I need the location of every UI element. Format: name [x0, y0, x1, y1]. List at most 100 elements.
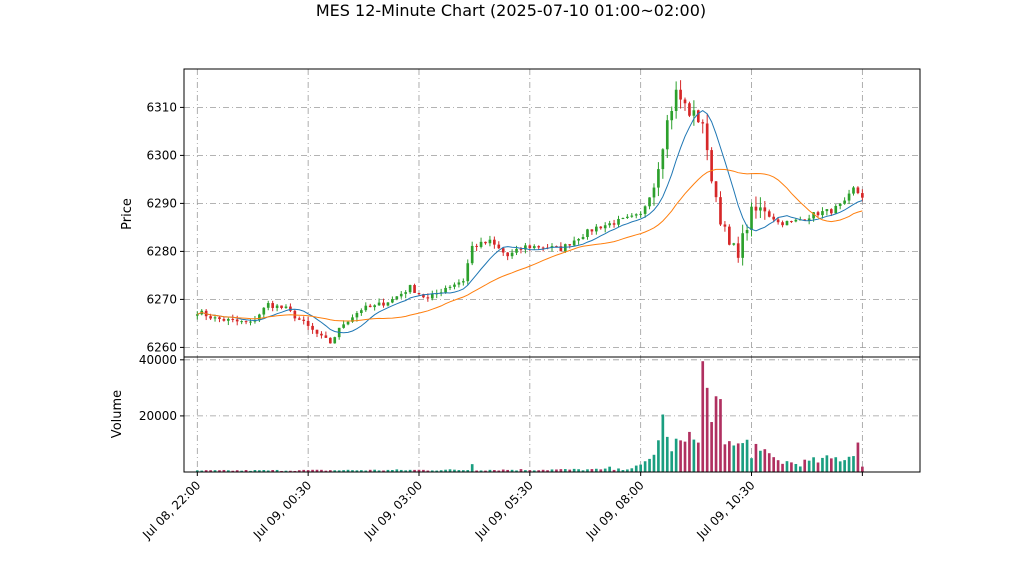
- candle-body: [781, 222, 784, 226]
- volume-bar: [621, 470, 625, 472]
- candle-body: [728, 226, 731, 245]
- candle-body: [524, 245, 527, 250]
- volume-bar: [488, 469, 492, 472]
- volume-bar: [825, 455, 829, 472]
- volume-bar: [563, 469, 567, 472]
- candle-body: [501, 248, 505, 253]
- candle-body: [688, 103, 691, 116]
- candle-body: [701, 122, 705, 124]
- volume-bar: [750, 458, 753, 472]
- volume-bar: [360, 470, 363, 472]
- candle-body: [648, 197, 651, 207]
- price-tick-label: 6290: [146, 196, 177, 210]
- candle-body: [821, 211, 824, 216]
- volume-tick-label: 40000: [139, 353, 177, 367]
- volume-bar: [315, 469, 319, 472]
- volume-bar: [497, 470, 501, 472]
- candle-body: [311, 325, 314, 330]
- volume-bar: [568, 469, 572, 472]
- volume-bar: [821, 457, 824, 472]
- volume-bar: [555, 469, 558, 472]
- volume-bar: [195, 470, 199, 472]
- candle-body: [315, 329, 319, 334]
- price-y-axis: 6260 6270 6280 6290 6300 6310: [146, 100, 184, 354]
- volume-bar: [222, 469, 226, 472]
- candle-body: [355, 313, 359, 318]
- candle-body: [444, 287, 447, 293]
- volume-bar: [377, 470, 381, 472]
- moving-averages: [197, 109, 863, 334]
- candle-body: [515, 248, 518, 253]
- volume-tick-label: 20000: [139, 409, 177, 423]
- volume-bar: [785, 461, 789, 472]
- volume-bar: [324, 470, 328, 472]
- candle-body: [794, 219, 798, 222]
- volume-bar: [213, 470, 217, 472]
- volume-bar: [266, 470, 270, 472]
- volume-bar: [373, 469, 376, 472]
- volume-bar: [719, 399, 722, 472]
- volume-bar: [559, 469, 563, 472]
- x-tick-label: Jul 09, 10:30: [693, 478, 757, 542]
- price-grid: [184, 69, 920, 357]
- volume-bar: [843, 460, 846, 472]
- volume-bar: [798, 466, 802, 472]
- candle-body: [430, 293, 434, 299]
- volume-bar: [834, 457, 838, 472]
- volume-bar: [590, 469, 594, 472]
- volume-bar: [532, 470, 536, 472]
- volume-bar: [519, 469, 523, 472]
- volume-bar: [435, 470, 439, 472]
- volume-bar: [470, 464, 474, 472]
- candle-body: [271, 303, 275, 308]
- volume-bar: [227, 470, 230, 472]
- candle-body: [856, 187, 860, 194]
- candle-body: [630, 215, 634, 217]
- candle-body: [568, 244, 572, 246]
- candle-body: [426, 297, 430, 299]
- volume-bar: [333, 470, 337, 472]
- candle-body: [328, 337, 332, 344]
- candle-body: [577, 238, 580, 241]
- candle-body: [249, 321, 252, 323]
- volume-bar: [701, 361, 705, 472]
- volume-bar: [608, 466, 611, 472]
- volume-bar: [408, 469, 412, 472]
- candle-body: [377, 302, 381, 306]
- candle-body: [643, 206, 647, 214]
- candle-body: [670, 111, 674, 121]
- volume-bar: [634, 465, 638, 472]
- candle-body: [590, 229, 594, 232]
- candle-body: [572, 240, 576, 246]
- candle-body: [231, 318, 235, 320]
- candle-body: [488, 239, 492, 244]
- volume-bar: [240, 470, 243, 472]
- volume-bar: [745, 439, 749, 472]
- candle-body: [528, 245, 532, 249]
- x-axis: Jul 08, 22:00 Jul 09, 00:30 Jul 09, 03:00 J…: [139, 472, 863, 542]
- candle-body: [466, 263, 470, 282]
- candle-body: [320, 333, 323, 336]
- candle-body: [754, 206, 758, 211]
- candle-body: [674, 89, 678, 112]
- volume-bar: [546, 470, 549, 472]
- candle-body: [209, 316, 212, 319]
- candle-body: [244, 321, 248, 323]
- volume-bar: [328, 470, 332, 472]
- volume-bar: [612, 469, 616, 472]
- volume-bar: [386, 469, 390, 472]
- candle-body: [657, 169, 660, 188]
- volume-bar: [506, 469, 509, 472]
- volume-bar: [399, 469, 403, 472]
- candle-body: [532, 246, 536, 249]
- candle-body: [750, 206, 753, 230]
- candle-body: [559, 246, 563, 252]
- candle-body: [506, 252, 509, 257]
- candle-body: [218, 317, 221, 320]
- volume-bar: [617, 468, 620, 472]
- volume-bar: [364, 470, 368, 472]
- volume-bars: [195, 361, 864, 472]
- volume-bar: [253, 470, 257, 472]
- candle-body: [275, 305, 279, 308]
